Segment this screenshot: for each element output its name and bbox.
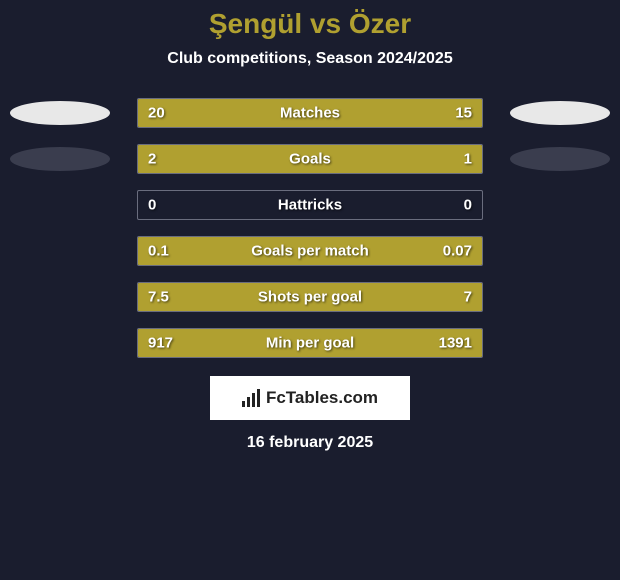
stat-value-left: 2 (148, 151, 156, 168)
stat-label: Shots per goal (258, 289, 362, 306)
stat-value-right: 15 (455, 105, 472, 122)
logo-bars-icon (242, 389, 260, 407)
stats-section: 20 15 Matches 2 1 Goals 0 0 Hattricks 0.1 0.07 Goal… (0, 98, 620, 358)
stat-label: Goals (289, 151, 331, 168)
stat-bar: 20 15 Matches (137, 98, 483, 128)
page-subtitle: Club competitions, Season 2024/2025 (0, 50, 620, 68)
page-title: Şengül vs Özer (0, 8, 620, 40)
player-badge-left (10, 147, 110, 171)
stat-row: 917 1391 Min per goal (0, 328, 620, 358)
stat-value-right: 7 (464, 289, 472, 306)
stat-value-left: 0 (148, 197, 156, 214)
logo-text: FcTables.com (266, 388, 378, 408)
stat-value-right: 0.07 (443, 243, 472, 260)
stat-bar: 0 0 Hattricks (137, 190, 483, 220)
player-badge-right (510, 101, 610, 125)
stat-row: 7.5 7 Shots per goal (0, 282, 620, 312)
site-logo: FcTables.com (210, 376, 410, 420)
stat-row: 0 0 Hattricks (0, 190, 620, 220)
stat-bar: 917 1391 Min per goal (137, 328, 483, 358)
date-text: 16 february 2025 (0, 434, 620, 452)
stat-bar: 2 1 Goals (137, 144, 483, 174)
player-badge-right (510, 147, 610, 171)
stat-value-left: 20 (148, 105, 165, 122)
stat-bar: 7.5 7 Shots per goal (137, 282, 483, 312)
stat-label: Matches (280, 105, 340, 122)
stat-row: 2 1 Goals (0, 144, 620, 174)
stat-value-left: 7.5 (148, 289, 169, 306)
stat-label: Hattricks (278, 197, 342, 214)
stat-row: 20 15 Matches (0, 98, 620, 128)
stat-bar: 0.1 0.07 Goals per match (137, 236, 483, 266)
stat-value-left: 0.1 (148, 243, 169, 260)
player-badge-left (10, 101, 110, 125)
stat-value-right: 0 (464, 197, 472, 214)
stat-row: 0.1 0.07 Goals per match (0, 236, 620, 266)
stat-value-left: 917 (148, 335, 173, 352)
stat-label: Goals per match (251, 243, 369, 260)
stat-value-right: 1 (464, 151, 472, 168)
stat-label: Min per goal (266, 335, 354, 352)
stat-value-right: 1391 (439, 335, 472, 352)
bar-fill-left (138, 145, 367, 173)
